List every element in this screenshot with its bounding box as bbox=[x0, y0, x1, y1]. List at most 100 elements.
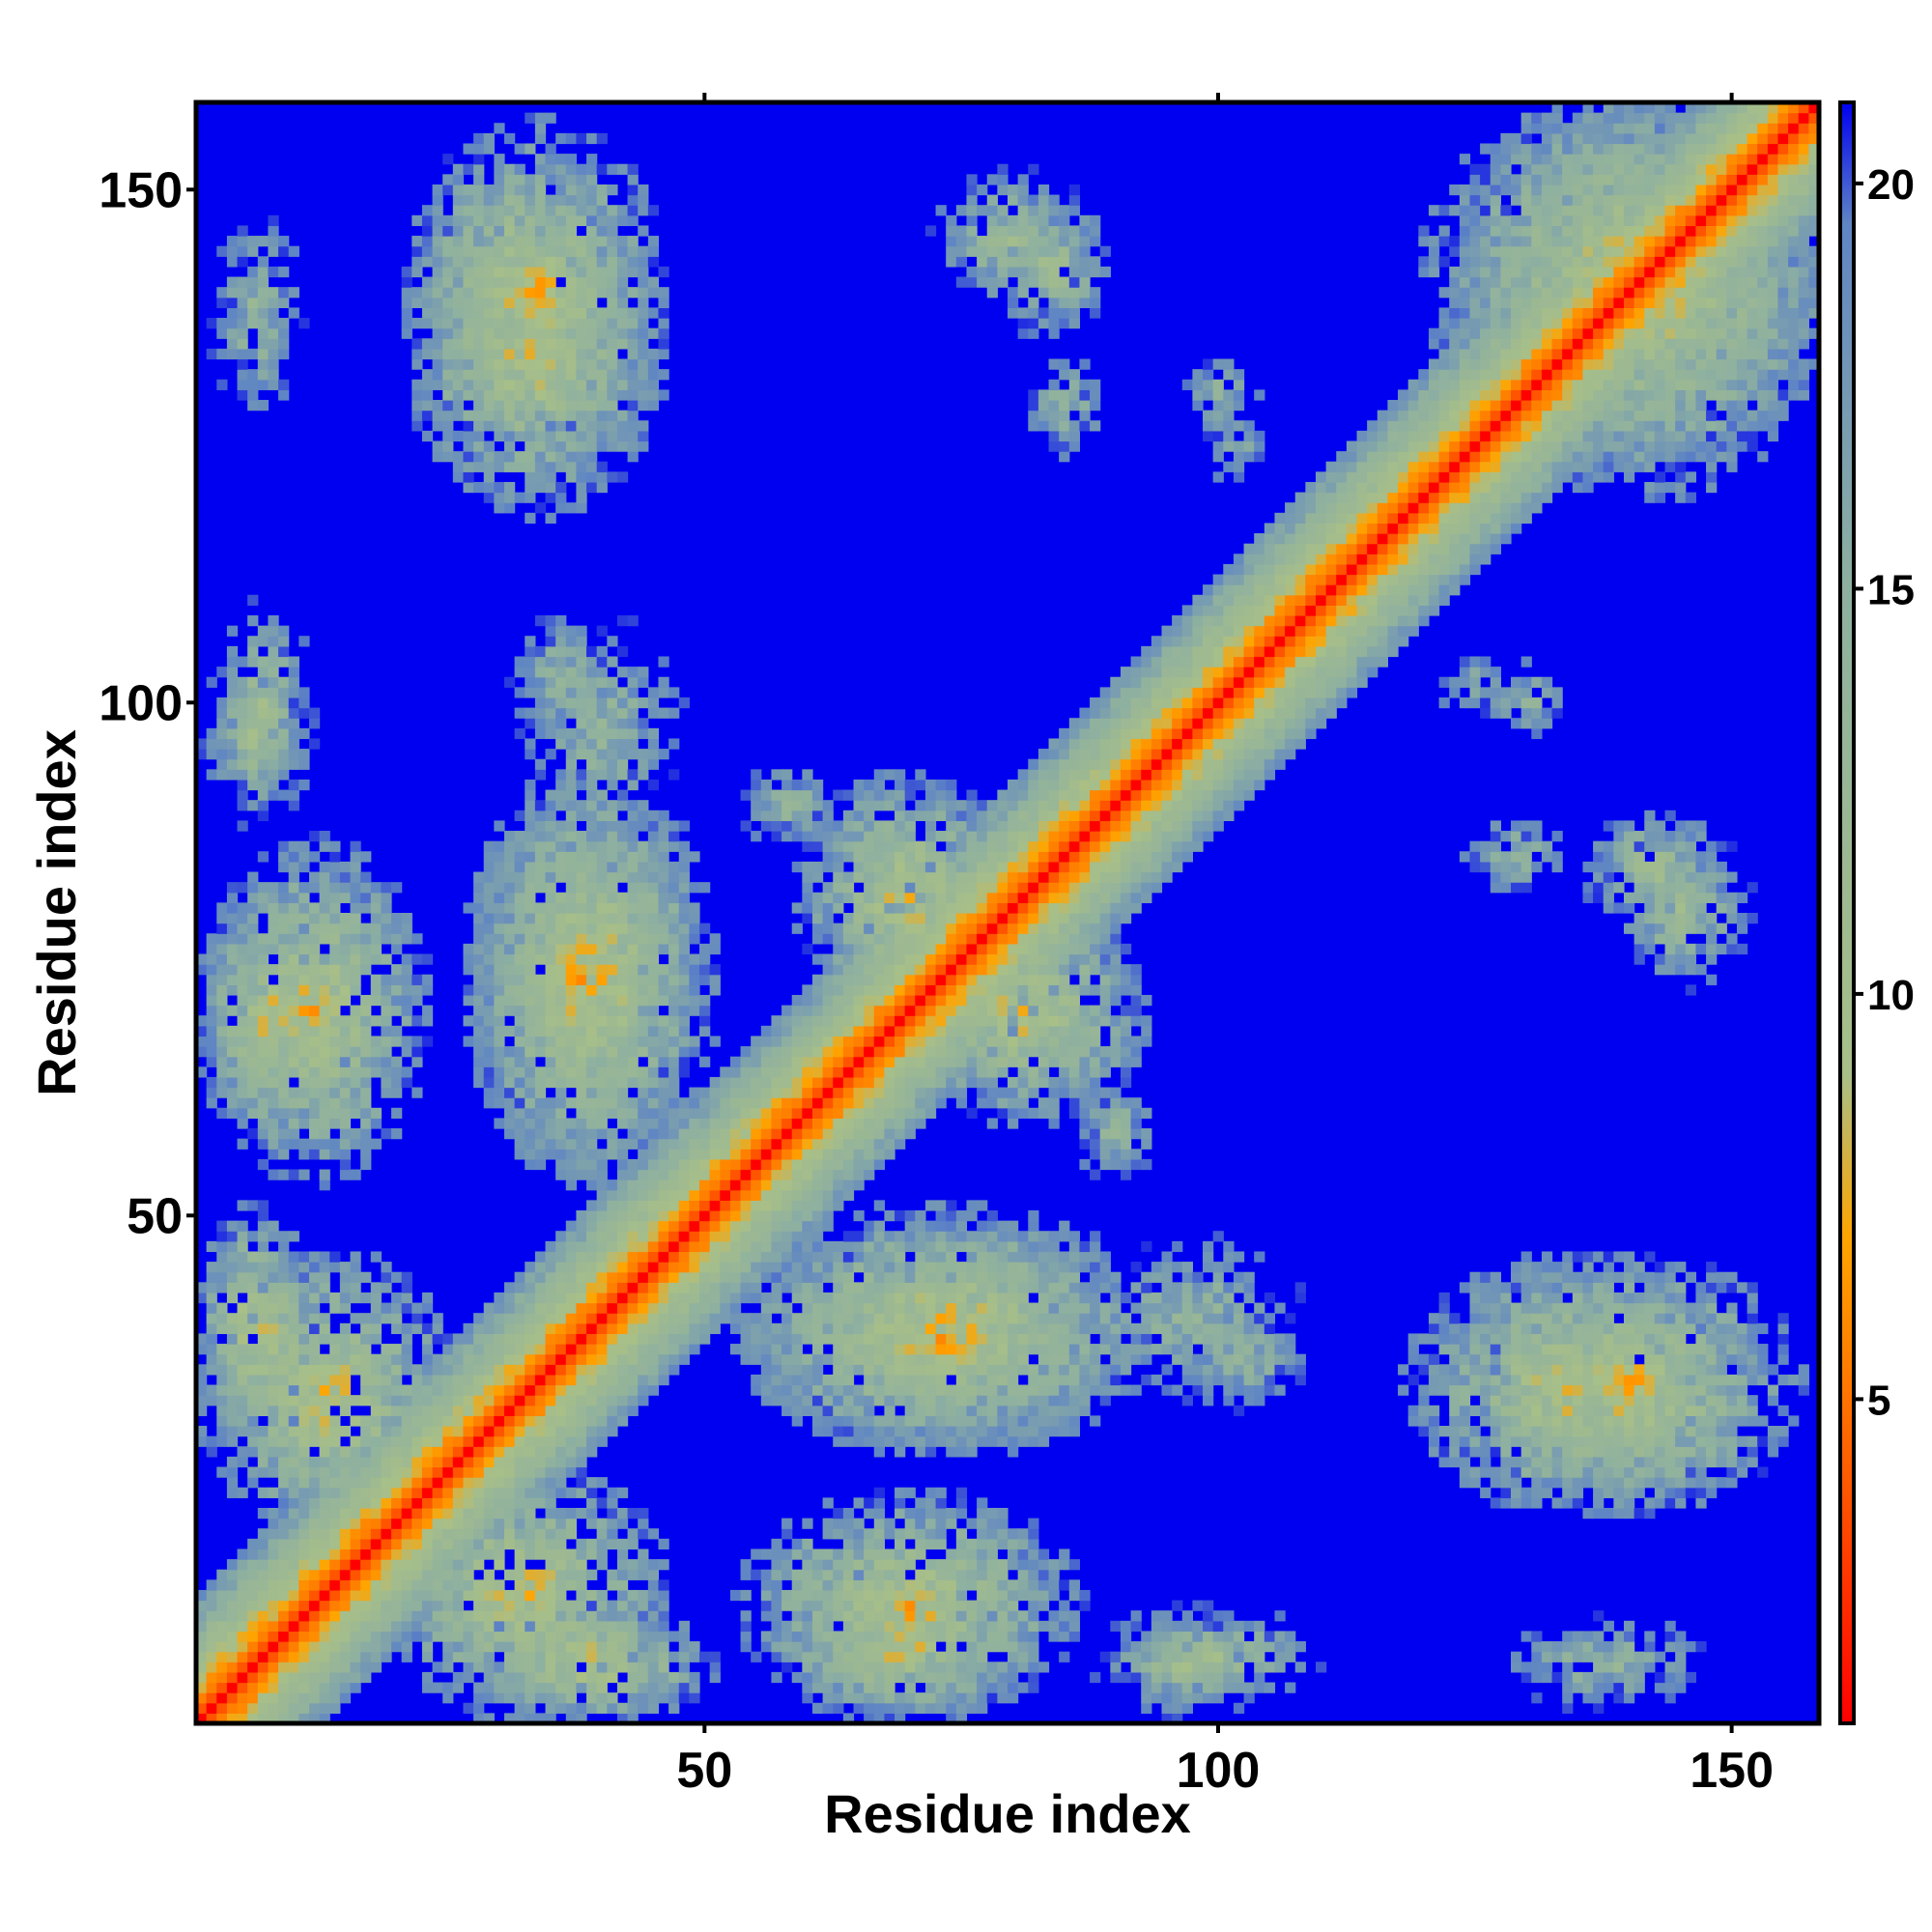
heatmap-cell bbox=[319, 1374, 330, 1386]
heatmap-cell bbox=[226, 667, 239, 678]
heatmap-cell bbox=[463, 1344, 474, 1355]
heatmap-cell bbox=[525, 1538, 536, 1550]
heatmap-cell bbox=[247, 902, 259, 914]
heatmap-cell bbox=[791, 1046, 803, 1058]
heatmap-cell bbox=[473, 369, 485, 381]
heatmap-cell bbox=[576, 913, 587, 924]
heatmap-cell bbox=[678, 1333, 690, 1345]
heatmap-cell bbox=[638, 1600, 649, 1611]
heatmap-cell bbox=[237, 1015, 248, 1027]
heatmap-cell bbox=[791, 1651, 803, 1662]
heatmap-cell bbox=[555, 840, 567, 852]
heatmap-cell bbox=[288, 1456, 299, 1468]
heatmap-cell bbox=[534, 718, 547, 729]
heatmap-cell bbox=[555, 430, 567, 442]
heatmap-cell bbox=[247, 779, 259, 791]
heatmap-cell bbox=[771, 1292, 782, 1304]
heatmap-cell bbox=[483, 440, 495, 452]
heatmap-cell bbox=[586, 481, 598, 494]
heatmap-cell bbox=[576, 420, 587, 432]
heatmap-cell bbox=[729, 1179, 742, 1191]
heatmap-cell bbox=[545, 1528, 556, 1540]
heatmap-cell bbox=[237, 1220, 248, 1232]
heatmap-cell bbox=[308, 1528, 321, 1540]
heatmap-cell bbox=[257, 1015, 270, 1027]
heatmap-cell bbox=[329, 1107, 341, 1119]
heatmap-cell bbox=[791, 779, 803, 791]
heatmap-cell bbox=[381, 923, 392, 934]
heatmap-cell bbox=[699, 1056, 711, 1067]
heatmap-cell bbox=[298, 1322, 310, 1335]
heatmap-cell bbox=[237, 1353, 248, 1365]
heatmap-cell bbox=[442, 307, 454, 319]
heatmap-cell bbox=[555, 214, 567, 227]
heatmap-cell bbox=[627, 389, 639, 401]
heatmap-cell bbox=[503, 1322, 516, 1335]
heatmap-cell bbox=[658, 1097, 669, 1109]
heatmap-cell bbox=[720, 1292, 731, 1304]
heatmap-cell bbox=[555, 1487, 567, 1498]
heatmap-cell bbox=[729, 1262, 742, 1273]
heatmap-cell bbox=[833, 1631, 844, 1642]
heatmap-cell bbox=[607, 1569, 618, 1580]
heatmap-cell bbox=[288, 871, 299, 883]
heatmap-cell bbox=[833, 1313, 844, 1324]
heatmap-cell bbox=[257, 687, 270, 698]
heatmap-cell bbox=[268, 707, 279, 719]
heatmap-cell bbox=[463, 1466, 474, 1478]
heatmap-cell bbox=[257, 338, 270, 350]
heatmap-cell bbox=[771, 1200, 782, 1211]
heatmap-cell bbox=[525, 1548, 536, 1560]
heatmap-cell bbox=[360, 1313, 372, 1324]
heatmap-cell bbox=[494, 974, 505, 985]
heatmap-cell bbox=[350, 943, 361, 955]
heatmap-cell bbox=[370, 1435, 382, 1447]
heatmap-cell bbox=[616, 615, 629, 627]
heatmap-cell bbox=[452, 1548, 465, 1560]
heatmap-cell bbox=[586, 318, 598, 329]
heatmap-cell bbox=[226, 1435, 239, 1447]
heatmap-cell bbox=[555, 174, 567, 185]
heatmap-cell bbox=[483, 1456, 495, 1468]
heatmap-cell bbox=[555, 1138, 567, 1150]
heatmap-cell bbox=[740, 1066, 752, 1078]
heatmap-cell bbox=[339, 1076, 352, 1089]
heatmap-cell bbox=[616, 410, 629, 421]
heatmap-cell bbox=[463, 451, 474, 463]
heatmap-cell bbox=[288, 1364, 299, 1376]
heatmap-cell bbox=[616, 1569, 629, 1580]
heatmap-cell bbox=[729, 1076, 742, 1089]
heatmap-cell bbox=[678, 1056, 690, 1067]
heatmap-cell bbox=[616, 1076, 629, 1089]
heatmap-cell bbox=[771, 1569, 782, 1580]
heatmap-cell bbox=[247, 1271, 259, 1283]
heatmap-cell bbox=[534, 1313, 547, 1324]
heatmap-cell bbox=[237, 779, 248, 791]
heatmap-cell bbox=[689, 1262, 700, 1273]
heatmap-cell bbox=[401, 1302, 412, 1314]
heatmap-cell bbox=[247, 758, 259, 770]
heatmap-cell bbox=[257, 399, 270, 412]
heatmap-cell bbox=[308, 851, 321, 863]
heatmap-cell bbox=[483, 1097, 495, 1109]
heatmap-cell bbox=[463, 1036, 474, 1047]
heatmap-cell bbox=[709, 1271, 721, 1283]
heatmap-cell bbox=[268, 1056, 279, 1067]
heatmap-cell bbox=[350, 1364, 361, 1376]
heatmap-cell bbox=[596, 287, 608, 298]
heatmap-cell bbox=[534, 451, 547, 463]
heatmap-cell bbox=[288, 1353, 299, 1365]
heatmap-cell bbox=[381, 1046, 392, 1058]
heatmap-cell bbox=[822, 1662, 834, 1673]
heatmap-cell bbox=[442, 256, 454, 268]
heatmap-cell bbox=[607, 1405, 618, 1416]
heatmap-cell bbox=[833, 1671, 844, 1684]
heatmap-cell bbox=[226, 1066, 239, 1078]
heatmap-cell bbox=[740, 1251, 752, 1263]
heatmap-cell bbox=[689, 1138, 700, 1150]
heatmap-cell bbox=[483, 943, 495, 955]
heatmap-cell bbox=[811, 800, 824, 811]
heatmap-cell bbox=[360, 882, 372, 894]
heatmap-cell bbox=[616, 1240, 629, 1253]
heatmap-cell bbox=[360, 1271, 372, 1283]
